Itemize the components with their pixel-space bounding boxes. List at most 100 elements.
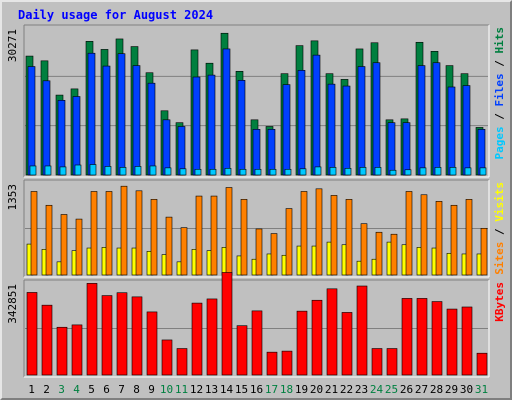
x-tick-label: 31 (475, 383, 488, 396)
legend-pages: Pages (493, 126, 506, 159)
kbytes-bar (431, 301, 443, 376)
kbytes-bar (221, 272, 233, 376)
pages-bar (254, 168, 262, 176)
x-tick-label: 25 (385, 383, 398, 396)
x-tick-label: 18 (280, 383, 293, 396)
pages-bar (164, 167, 172, 176)
x-tick-label: 23 (355, 383, 368, 396)
x-tick-label: 24 (370, 383, 384, 396)
files-bar (387, 122, 396, 176)
x-tick-label: 16 (250, 383, 263, 396)
sites-bar (300, 191, 308, 276)
files-bar (27, 66, 36, 176)
kbytes-bar (326, 288, 338, 376)
x-tick-label: 9 (148, 383, 155, 396)
kbytes-bar (56, 326, 68, 376)
kbytes-bar (206, 298, 218, 376)
files-bar (147, 82, 156, 176)
kbytes-max-label: 342851 (6, 284, 19, 324)
pages-bar (104, 166, 112, 176)
x-tick-label: 17 (265, 383, 278, 396)
pages-bar (209, 168, 217, 176)
sites-bar (240, 199, 248, 276)
kbytes-bar (71, 324, 83, 376)
sites-bar (45, 204, 53, 276)
pages-bar (374, 167, 382, 176)
sites-bar (315, 188, 323, 276)
sites-bar (345, 199, 353, 276)
kbytes-bar (26, 292, 38, 376)
x-tick-label: 11 (175, 383, 188, 396)
sites-bar (165, 216, 173, 276)
chart-title: Daily usage for August 2024 (18, 8, 213, 22)
sites-bar (255, 228, 263, 276)
sites-bar (390, 233, 398, 276)
pages-bar (29, 165, 37, 176)
sites-bar (375, 231, 383, 276)
kbytes-bar (356, 285, 368, 376)
kbytes-bar (86, 283, 98, 376)
hits_files_pages-legend-separator: / (493, 107, 506, 127)
kbytes-bar (416, 298, 428, 376)
x-tick-label: 4 (73, 383, 80, 396)
pages-bar (284, 168, 292, 176)
x-tick-label: 20 (310, 383, 323, 396)
kbytes-bar (131, 296, 143, 376)
files-bar (432, 62, 441, 176)
x-tick-label: 29 (445, 383, 458, 396)
kbytes-bar (461, 306, 473, 376)
files-bar (447, 86, 456, 176)
pages-bar (269, 168, 277, 176)
sites-bar (405, 191, 413, 276)
pages-bar (389, 169, 397, 176)
sites-bar (75, 218, 83, 276)
pages-bar (404, 169, 412, 176)
kbytes-bar (311, 299, 323, 376)
files-bar (162, 119, 171, 176)
x-tick-label: 1 (28, 383, 35, 396)
x-tick-label: 10 (160, 383, 173, 396)
legend-hits: Hits (493, 27, 506, 54)
sites-bar (195, 195, 203, 276)
pages-bar (359, 167, 367, 176)
files-bar (282, 84, 291, 176)
sites-bar (90, 191, 98, 276)
legend-visits: Visits (493, 182, 506, 222)
chart-panels: 30271 Pages / Files / Hits 1353 Sites / Vis… (6, 24, 506, 378)
files-bar (117, 53, 126, 176)
kbytes-bar (101, 295, 113, 376)
pages-bar (344, 168, 352, 176)
files-bar (417, 65, 426, 176)
kbytes-bar (446, 308, 458, 376)
pages-bar (134, 166, 142, 176)
pages-bar (119, 167, 127, 176)
files-bar (462, 85, 471, 176)
pages-bar (59, 166, 67, 176)
sites-bar (210, 195, 218, 276)
files-bar (87, 52, 96, 176)
files-bar (192, 76, 201, 176)
x-tick-label: 13 (205, 383, 218, 396)
files-bar (312, 54, 321, 176)
sites-bar (480, 227, 488, 276)
files-bar (57, 100, 66, 176)
kbytes-bar (41, 304, 53, 376)
sites-bar (120, 185, 128, 276)
kbytes-bar (341, 312, 353, 376)
x-tick-label: 21 (325, 383, 338, 396)
legend-sites: Sites (493, 242, 506, 275)
pages-bar (239, 168, 247, 176)
files-bar (177, 126, 186, 176)
sites-bar (285, 208, 293, 276)
files-bar (252, 129, 261, 176)
legend-files: Files (493, 73, 506, 106)
pages-bar (89, 164, 97, 176)
pages-bar (419, 167, 427, 176)
files-bar (297, 70, 306, 176)
pages-bar (44, 165, 52, 176)
pages-bar (194, 168, 202, 176)
files-bar (372, 62, 381, 176)
legend-kbytes: KBytes (493, 282, 506, 322)
files-bar (222, 48, 231, 176)
